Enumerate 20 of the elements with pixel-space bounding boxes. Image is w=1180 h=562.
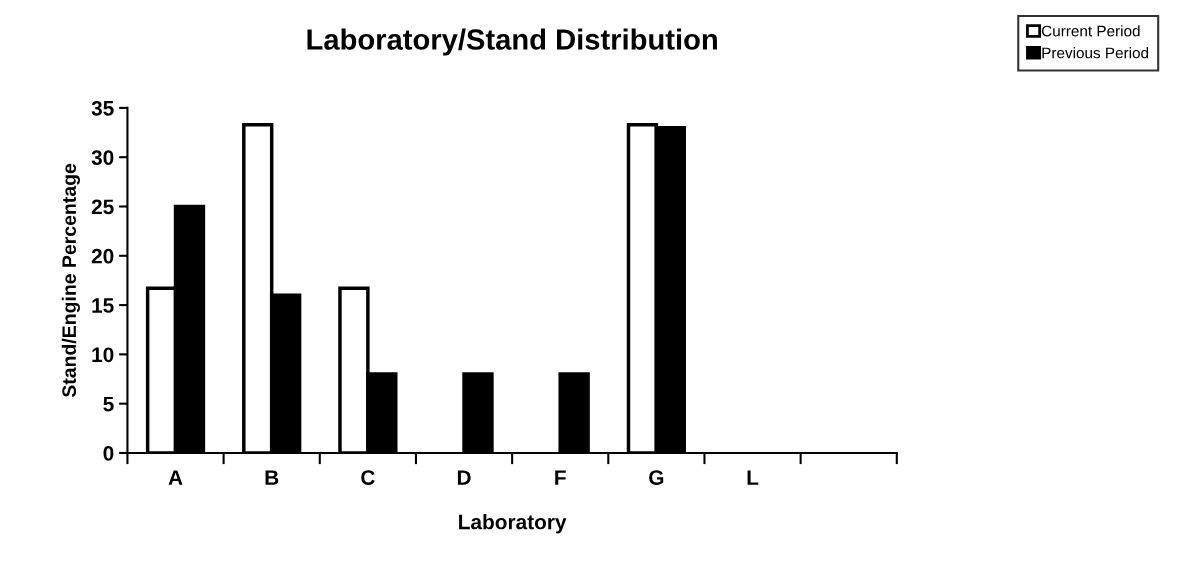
- y-tick-label: 20: [91, 248, 114, 264]
- chart-title: Laboratory/Stand Distribution: [307, 28, 717, 56]
- y-tick-label: 35: [91, 100, 114, 116]
- y-tick-label: 30: [91, 150, 114, 165]
- x-tick-label: C: [361, 470, 375, 485]
- x-tick-label: G: [649, 470, 664, 485]
- x-tick-label: A: [168, 470, 183, 485]
- y-tick-label: 5: [103, 396, 114, 412]
- y-tick-label: 0: [103, 445, 114, 461]
- y-tick-label: 15: [92, 298, 114, 313]
- legend-label: Current Period: [1041, 25, 1140, 37]
- y-tick-label: 10: [92, 347, 114, 363]
- y-axis-title: Stand/Engine Percentage: [61, 163, 80, 398]
- y-tick-label: 25: [91, 199, 114, 215]
- x-tick-label: D: [457, 470, 471, 485]
- x-tick-label: B: [265, 470, 279, 485]
- x-axis-title: Laboratory: [459, 514, 567, 534]
- x-tick-label: L: [747, 470, 759, 485]
- legend-label: Previous Period: [1042, 47, 1149, 59]
- x-tick-label: F: [555, 470, 566, 485]
